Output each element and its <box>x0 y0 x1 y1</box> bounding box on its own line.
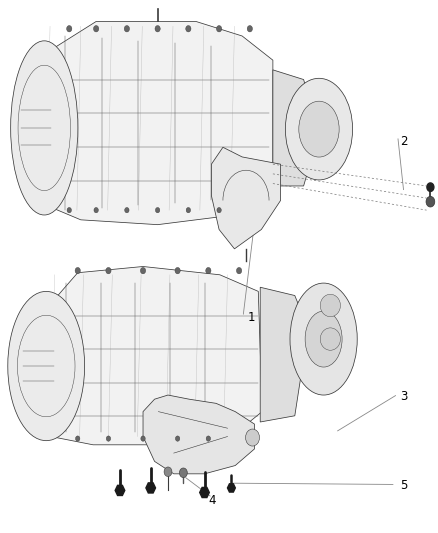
Polygon shape <box>273 70 319 186</box>
Polygon shape <box>200 487 209 497</box>
Ellipse shape <box>290 283 357 395</box>
Circle shape <box>67 26 72 32</box>
Ellipse shape <box>320 294 340 317</box>
Circle shape <box>180 468 187 478</box>
Circle shape <box>216 26 222 32</box>
Text: 3: 3 <box>400 390 408 403</box>
Circle shape <box>141 268 146 274</box>
Circle shape <box>246 429 260 446</box>
Ellipse shape <box>286 78 353 180</box>
Circle shape <box>247 26 252 32</box>
Circle shape <box>124 26 130 32</box>
Circle shape <box>94 207 98 213</box>
Circle shape <box>141 436 145 441</box>
Circle shape <box>106 436 111 441</box>
Circle shape <box>186 207 191 213</box>
Circle shape <box>155 26 160 32</box>
Circle shape <box>186 26 191 32</box>
Polygon shape <box>212 147 281 249</box>
Text: 1: 1 <box>247 311 255 324</box>
Polygon shape <box>227 484 235 492</box>
Polygon shape <box>47 266 262 445</box>
Polygon shape <box>146 483 155 493</box>
Circle shape <box>237 268 242 274</box>
Circle shape <box>164 467 172 477</box>
Circle shape <box>427 183 434 191</box>
Circle shape <box>155 207 160 213</box>
Circle shape <box>94 26 99 32</box>
Ellipse shape <box>11 41 78 215</box>
Ellipse shape <box>299 101 339 157</box>
Circle shape <box>175 268 180 274</box>
Ellipse shape <box>320 328 340 350</box>
Circle shape <box>67 207 71 213</box>
Ellipse shape <box>8 292 85 441</box>
Circle shape <box>206 268 211 274</box>
Circle shape <box>75 268 80 274</box>
Circle shape <box>217 207 221 213</box>
Text: 2: 2 <box>400 135 408 148</box>
Polygon shape <box>115 486 125 496</box>
Ellipse shape <box>305 311 342 367</box>
Text: 5: 5 <box>400 479 408 492</box>
Polygon shape <box>143 395 254 474</box>
Polygon shape <box>46 21 273 225</box>
Circle shape <box>206 436 211 441</box>
Circle shape <box>125 207 129 213</box>
Polygon shape <box>260 287 308 422</box>
Circle shape <box>426 196 435 207</box>
Circle shape <box>106 268 111 274</box>
Circle shape <box>176 436 180 441</box>
Text: 4: 4 <box>208 494 216 507</box>
Circle shape <box>75 436 80 441</box>
